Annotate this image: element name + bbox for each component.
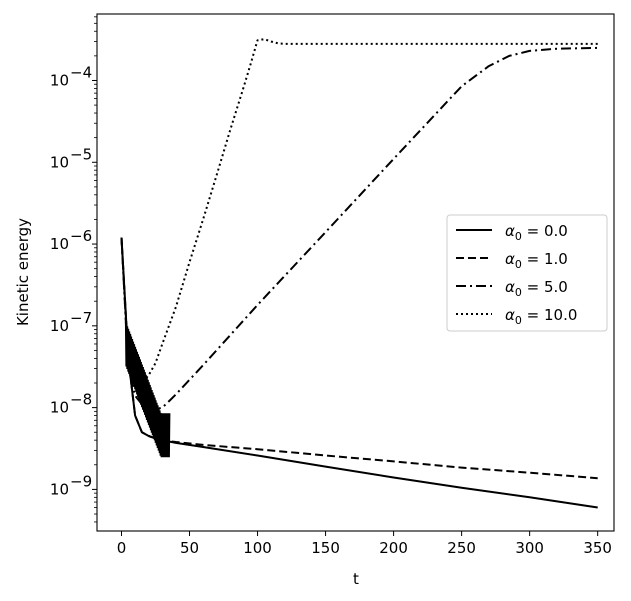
y-tick-exponent: −8 <box>70 391 92 409</box>
x-tick-label: 50 <box>180 539 199 557</box>
y-axis-label: Kinetic energy <box>14 218 32 326</box>
y-tick-exponent: −4 <box>70 63 92 81</box>
y-tick-label: 10 <box>50 71 69 89</box>
y-tick-label: 10 <box>50 399 69 417</box>
y-tick-label: 10 <box>50 235 69 253</box>
y-tick-label: 10 <box>50 153 69 171</box>
y-tick-label: 10 <box>50 317 69 335</box>
series-line-1 <box>120 237 598 480</box>
legend-label-3: α0 = 10.0 <box>505 306 577 327</box>
legend: α0 = 0.0 α0 = 1.0 α0 = 5.0 α0 = 10.0 <box>446 214 608 332</box>
y-axis-ticks: 10−910−810−710−610−510−4 <box>50 16 97 523</box>
y-tick-exponent: −6 <box>70 227 92 245</box>
x-tick-label: 300 <box>515 539 544 557</box>
x-tick-label: 200 <box>379 539 408 557</box>
series-line-2 <box>120 46 598 411</box>
x-tick-label: 0 <box>117 539 127 557</box>
legend-label-2: α0 = 5.0 <box>505 278 568 299</box>
x-tick-label: 100 <box>243 539 272 557</box>
y-tick-exponent: −5 <box>70 145 92 163</box>
x-axis-ticks: 0 50 100 150 200 250 300 350 <box>117 531 612 557</box>
x-tick-label: 350 <box>583 539 612 557</box>
oscillation-band <box>124 321 171 458</box>
legend-label-1: α0 = 1.0 <box>505 250 568 271</box>
x-tick-label: 250 <box>447 539 476 557</box>
y-tick-exponent: −9 <box>70 472 92 490</box>
plot-frame <box>96 13 615 532</box>
legend-box <box>446 214 608 332</box>
series-layer <box>120 38 598 509</box>
x-tick-label: 150 <box>311 539 340 557</box>
y-tick-label: 10 <box>50 480 69 498</box>
x-axis-label: t <box>353 570 359 588</box>
legend-label-0: α0 = 0.0 <box>505 222 568 243</box>
y-tick-exponent: −7 <box>70 309 92 327</box>
